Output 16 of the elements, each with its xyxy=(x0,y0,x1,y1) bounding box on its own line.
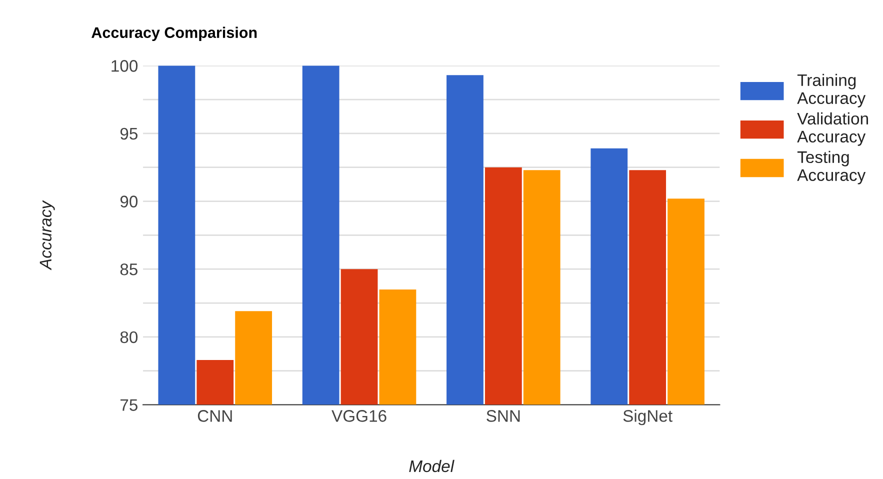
legend-label: Training Accuracy xyxy=(797,74,866,108)
legend-label: Validation Accuracy xyxy=(797,112,868,146)
legend-label: Testing Accuracy xyxy=(797,150,866,184)
chart-title: Accuracy Comparision xyxy=(92,26,257,42)
y-tick-label: 75 xyxy=(120,399,138,411)
y-axis-title: Accuracy xyxy=(40,200,55,270)
x-axis-title: Model xyxy=(409,460,454,472)
y-tick-label: 90 xyxy=(120,196,138,208)
y-tick-label: 100 xyxy=(112,60,138,72)
y-tick-label: 85 xyxy=(120,264,138,276)
y-tick-label: 80 xyxy=(120,331,138,344)
x-tick-label: SNN xyxy=(486,410,520,422)
x-tick-label: SigNet xyxy=(623,410,672,426)
x-tick-label: VGG16 xyxy=(332,410,386,422)
x-tick-label: CNN xyxy=(198,410,232,422)
y-tick-label: 95 xyxy=(120,128,138,140)
